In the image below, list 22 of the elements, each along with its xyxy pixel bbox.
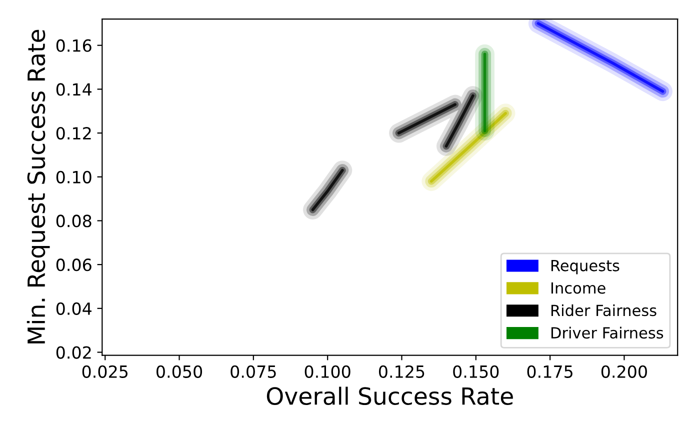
- x-tick-label: 0.100: [304, 365, 350, 378]
- y-tick-label: 0.14: [56, 83, 92, 96]
- x-tick-label: 0.050: [156, 365, 202, 378]
- y-tick-label: 0.08: [56, 214, 92, 228]
- y-tick-label: 0.06: [56, 258, 92, 272]
- y-tick-label: 0.12: [56, 126, 91, 140]
- x-tick-label: 0.025: [82, 365, 128, 378]
- x-tick-label: 0.150: [453, 365, 499, 378]
- legend-label: Income: [551, 282, 606, 294]
- legend-label: Requests: [551, 260, 620, 274]
- y-tick-label: 0.16: [56, 39, 92, 52]
- y-tick-label: 0.02: [56, 346, 91, 359]
- y-tick-label: 0.10: [56, 170, 92, 184]
- x-tick-label: 0.125: [378, 365, 424, 378]
- y-tick-label: 0.04: [56, 302, 92, 315]
- legend-label: Rider Fairness: [551, 304, 656, 316]
- x-tick-label: 0.175: [527, 365, 572, 378]
- x-axis-title: Overall Success Rate: [266, 386, 513, 406]
- x-tick-label: 0.075: [230, 365, 276, 378]
- x-tick-label: 0.200: [601, 365, 647, 378]
- legend-label: Driver Fairness: [551, 326, 664, 339]
- y-axis-title: Min. Request Success Rate: [26, 30, 50, 344]
